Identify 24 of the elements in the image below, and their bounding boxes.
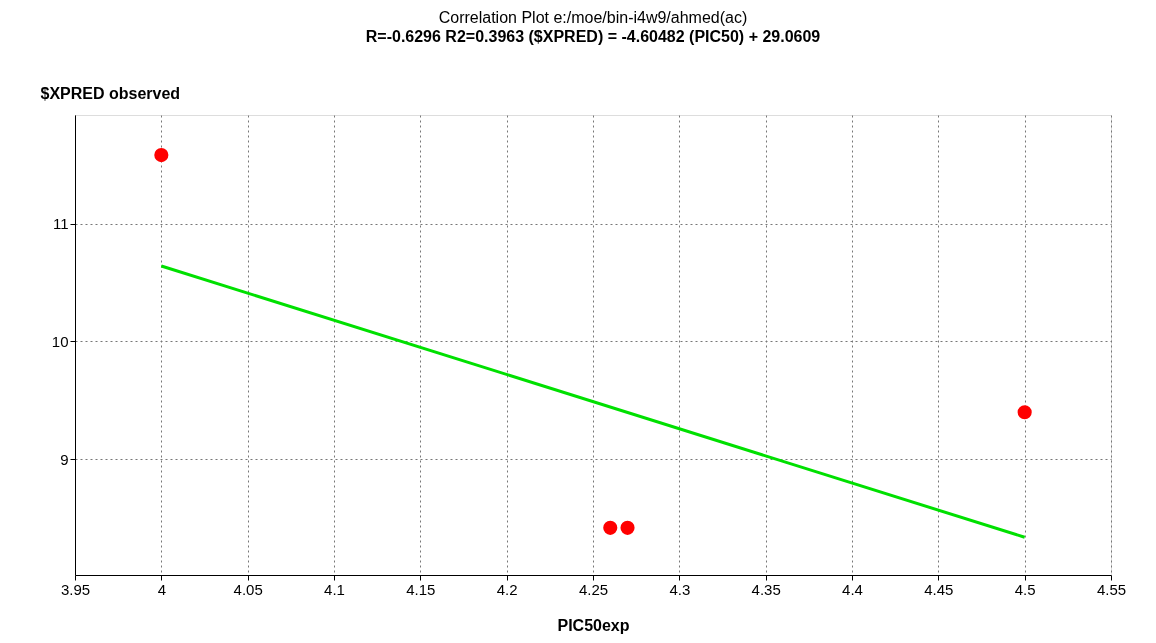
x-tick-label: 4.05 [233,580,263,598]
point [1017,405,1032,420]
x-tick-label: 4.15 [406,580,436,598]
x-tick-label: 4 [157,580,167,598]
point [154,148,169,163]
x-tick-label: 4.1 [324,580,345,598]
x-tick-label: 4.3 [669,580,691,598]
x-tick-label: 4.25 [578,580,609,598]
x-tick-label: 4.4 [842,580,863,598]
chart-subtitle: R=-0.6296 R2=0.3963 ($XPRED) = -4.60482 (PIC50) + 29.0609 [365,28,821,45]
point [603,520,618,535]
x-tick-label: 4.2 [496,580,518,598]
x-tick-label: 4.55 [1096,580,1127,598]
y-tick-label: 10 [51,332,69,350]
x-axis-title: PIC50exp [557,616,630,634]
point [620,520,635,535]
y-tick-label: 11 [52,215,69,233]
y-axis-title: $XPRED observed [40,84,181,102]
chart-title: Correlation Plot e:/moe/bin-i4w9/ahmed(ac) [438,9,748,26]
y-tick-label: 9 [60,450,69,468]
x-tick-label: 4.5 [1014,580,1036,598]
x-tick-label: 4.35 [751,580,781,598]
x-tick-label: 4.45 [924,580,954,598]
x-tick-label: 3.95 [60,580,91,598]
